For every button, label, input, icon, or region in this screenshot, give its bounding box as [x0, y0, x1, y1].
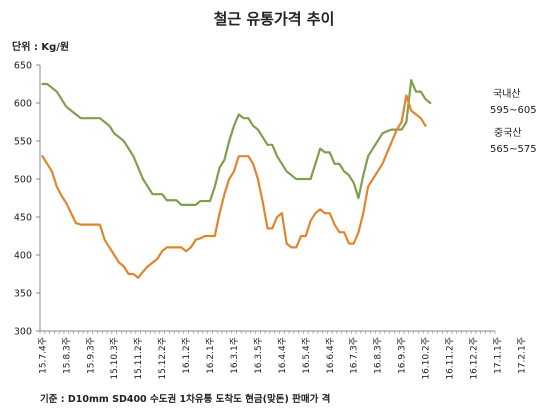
- x-tick-label: 16.6.4주: [325, 337, 336, 374]
- x-tick-label: 17.1.1주: [492, 337, 503, 374]
- x-tick-label: 16.12.2주: [468, 337, 479, 380]
- x-tick-label: 16.5.4주: [301, 337, 312, 374]
- x-tick-label: 15.11.2주: [133, 337, 144, 380]
- x-tick-label: 16.3.5주: [253, 337, 264, 374]
- x-tick-label: 16.10.2주: [421, 337, 432, 380]
- legend-label-domestic: 국내산: [493, 88, 521, 101]
- x-tick-label: 15.10.3주: [109, 337, 120, 380]
- series-range-domestic: 595~605: [490, 105, 537, 116]
- unit-label: 단위 : Kg/원: [12, 42, 70, 53]
- y-tick-label: 550: [14, 137, 32, 148]
- x-tick-label: 16.9.3주: [397, 337, 408, 374]
- x-tick-label: 16.2.1주: [205, 337, 216, 374]
- y-tick-label: 450: [14, 213, 32, 224]
- series-line-0: [41, 79, 432, 206]
- legend-range-chinese: 565~575: [490, 143, 537, 156]
- y-tick-label: 650: [14, 61, 32, 72]
- x-tick-label: 15.8.3주: [61, 337, 72, 374]
- y-tick-label: 600: [14, 99, 32, 110]
- legend-label-chinese: 중국산: [494, 127, 522, 140]
- x-tick-label: 16.1.2주: [181, 337, 192, 374]
- source-note: 기준 : D10mm SD400 수도권 1차유통 도착도 현금(맞돈) 판매가…: [40, 394, 331, 405]
- x-tick-label: 15.7.4주: [37, 337, 48, 374]
- legend-range-domestic: 595~605: [490, 104, 537, 117]
- chart-title: 철근 유통가격 추이: [213, 10, 335, 28]
- series-line-1: [41, 94, 427, 279]
- y-tick-label: 300: [14, 327, 32, 338]
- x-tick-label: 16.3.1주: [229, 337, 240, 374]
- series-name-chinese: 중국산: [494, 128, 522, 139]
- x-tick-label: 16.7.3주: [349, 337, 360, 374]
- x-tick-label: 15.12.2주: [157, 337, 168, 380]
- x-tick-label: 16.4.4주: [277, 337, 288, 374]
- x-tick-label: 16.11.2주: [445, 337, 456, 380]
- y-tick-label: 350: [14, 289, 32, 300]
- series-name-domestic: 국내산: [493, 89, 521, 100]
- y-tick-label: 400: [14, 251, 32, 262]
- x-tick-label: 16.8.3주: [373, 337, 384, 374]
- y-tick-label: 500: [14, 175, 32, 186]
- x-tick-label: 17.2.1주: [516, 337, 527, 374]
- series-range-chinese: 565~575: [490, 144, 537, 155]
- x-tick-label: 15.9.3주: [85, 337, 96, 374]
